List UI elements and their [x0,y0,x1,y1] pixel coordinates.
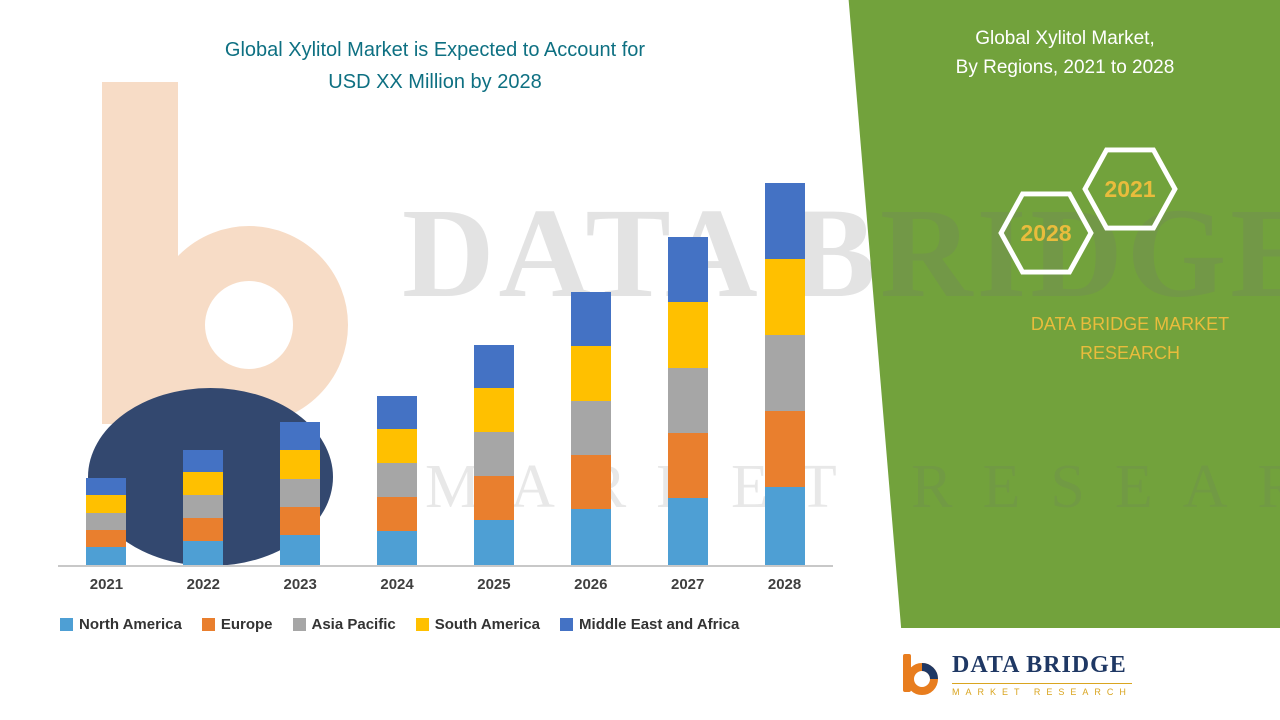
page-title-line2: USD XX Million by 2028 [328,71,542,93]
bar-segment-north-america [667,498,708,565]
legend-swatch [560,618,574,631]
bar-segment-asia-pacific [377,463,418,497]
hexagon-outline-icon [998,191,1094,275]
sidebar-title-line2: By Regions, 2021 to 2028 [955,57,1175,79]
bar-group-2023 [252,422,349,565]
sidebar-title-line1: Global Xylitol Market, [975,28,1155,49]
bar-group-2028 [736,183,833,565]
logo-panel: DATA BRIDGE MARKET RESEARCH [878,628,1280,720]
bar-segment-north-america [764,487,805,565]
bar-group-2024 [349,396,446,565]
bar-segment-south-america [667,302,708,368]
bar-segment-middle-east-and-africa [86,478,127,495]
brand-text-line1: DATA BRIDGE MARKET [1030,314,1230,334]
bar-segment-south-america [280,450,321,479]
bar-chart-plot-area [58,120,833,565]
legend-label: Europe [220,616,273,633]
hexagon-badge-label: 2028 [1020,219,1072,246]
legend-swatch [201,618,215,631]
bar-segment-europe [280,507,321,535]
bar-group-2022 [155,450,252,565]
bar-segment-north-america [86,547,127,565]
legend-item: South America [415,616,541,633]
bar-segment-south-america [183,472,224,495]
sidebar-title: Global Xylitol Market, By Regions, 2021 … [900,24,1230,83]
legend-label: Asia Pacific [311,616,396,633]
bar-group-2021 [58,478,155,565]
bar-segment-south-america [86,495,127,513]
bar-segment-asia-pacific [764,335,805,411]
logo-subtitle: MARKET RESEARCH [952,682,1132,697]
bar-segment-south-america [764,259,805,335]
x-axis-label: 2026 [574,576,608,593]
bar-segment-north-america [280,535,321,565]
brand-text: DATA BRIDGE MARKET RESEARCH [1000,310,1260,368]
databridge-logo-icon [903,654,938,695]
legend-item: Middle East and Africa [560,616,739,633]
legend-label: Middle East and Africa [579,616,740,633]
bar-segment-south-america [570,346,611,401]
brand-text-line2: RESEARCH [1079,342,1181,363]
page-title: Global Xylitol Market is Expected to Acc… [85,34,785,98]
bar-segment-europe [183,518,224,541]
bar-segment-asia-pacific [183,495,224,518]
bar-segment-north-america [377,531,418,565]
legend-swatch [292,618,306,631]
legend-item: North America [60,616,182,633]
bar-group-2025 [446,345,543,565]
legend-swatch [415,618,429,631]
x-axis-label: 2028 [767,576,802,593]
bar-segment-europe [86,530,127,547]
hexagon-badge-2021: 2021 [1080,146,1180,232]
legend: North America Europe Asia Pacific South Ame… [60,616,739,633]
bar-segment-europe [377,497,418,531]
bar-segment-north-america [473,520,514,565]
bar-segment-europe [667,433,708,498]
bar-segment-europe [570,455,611,509]
bar-segment-asia-pacific [86,513,127,530]
bar-segment-middle-east-and-africa [377,396,418,429]
bar-segment-north-america [570,509,611,565]
bar-group-2027 [639,237,736,565]
bar-segment-asia-pacific [667,368,708,433]
x-axis-label: 2027 [671,576,705,593]
x-axis-label: 2025 [477,576,511,593]
bar-segment-south-america [377,429,418,463]
x-axis-label: 2024 [380,576,414,593]
bar-group-2026 [542,292,639,565]
bar-segment-middle-east-and-africa [473,345,514,388]
legend-label: North America [79,616,182,633]
x-axis-label: 2023 [283,576,317,593]
bar-segment-europe [764,411,805,487]
page-title-line1: Global Xylitol Market is Expected to Acc… [224,39,646,61]
x-axis-label: 2021 [89,576,124,593]
bar-segment-north-america [183,541,224,565]
bar-segment-europe [473,476,514,520]
bar-segment-south-america [473,388,514,432]
hexagon-badge-label: 2021 [1104,175,1156,202]
bar-segment-middle-east-and-africa [764,183,805,259]
hexagon-outline-icon [1082,147,1178,231]
legend-item: Asia Pacific [292,616,396,633]
bar-segment-asia-pacific [570,401,611,455]
x-axis-label: 2022 [186,576,220,593]
hexagon-badge-2028: 2028 [996,190,1096,276]
logo-name: DATA BRIDGE [952,651,1127,678]
bar-segment-middle-east-and-africa [183,450,224,472]
x-axis: 2021 2022 2023 2024 2025 2026 2027 2028 [58,565,833,593]
legend-swatch [60,618,73,631]
bar-segment-asia-pacific [280,479,321,507]
bar-segment-asia-pacific [473,432,514,476]
legend-label: South America [434,616,541,633]
bar-segment-middle-east-and-africa [570,292,611,346]
bar-segment-middle-east-and-africa [667,237,708,302]
bar-chart: 2021 2022 2023 2024 2025 2026 2027 2028 [58,120,833,593]
logo-text-block: DATA BRIDGE MARKET RESEARCH [952,652,1132,697]
legend-item: Europe [201,616,273,633]
bar-segment-middle-east-and-africa [280,422,321,450]
